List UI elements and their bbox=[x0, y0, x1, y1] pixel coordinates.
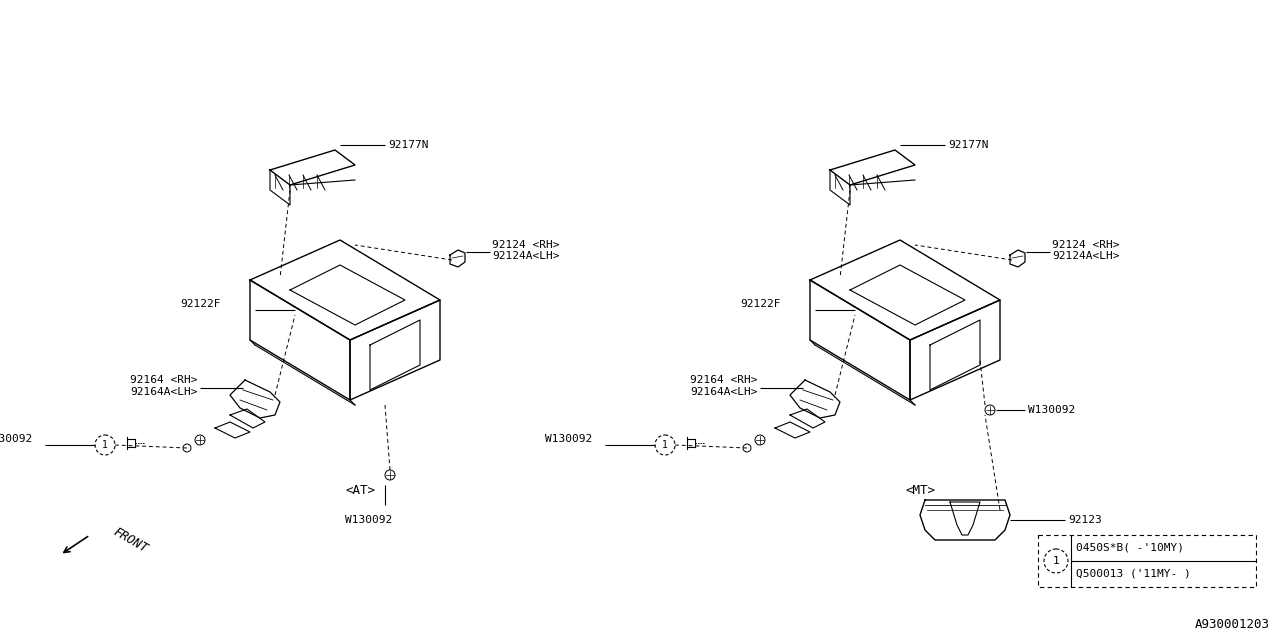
Text: 1: 1 bbox=[662, 440, 668, 450]
Text: 92122F: 92122F bbox=[740, 299, 781, 309]
Text: 1: 1 bbox=[102, 440, 108, 450]
Text: W130092: W130092 bbox=[346, 515, 392, 525]
Text: 92177N: 92177N bbox=[948, 140, 988, 150]
Text: 92124 <RH>: 92124 <RH> bbox=[492, 240, 559, 250]
Text: 0450S*B( -'10MY): 0450S*B( -'10MY) bbox=[1076, 543, 1184, 553]
Text: 92164 <RH>: 92164 <RH> bbox=[690, 375, 758, 385]
Text: 92164A<LH>: 92164A<LH> bbox=[690, 387, 758, 397]
Text: FRONT: FRONT bbox=[110, 525, 150, 555]
Text: Q500013 ('11MY- ): Q500013 ('11MY- ) bbox=[1076, 569, 1190, 579]
Text: 92124 <RH>: 92124 <RH> bbox=[1052, 240, 1120, 250]
Text: 92122F: 92122F bbox=[180, 299, 220, 309]
Text: 1: 1 bbox=[1052, 556, 1060, 566]
Text: W130092: W130092 bbox=[1028, 405, 1075, 415]
Text: <AT>: <AT> bbox=[346, 483, 375, 497]
Text: 92124A<LH>: 92124A<LH> bbox=[1052, 251, 1120, 261]
Bar bbox=[1038, 535, 1256, 587]
Text: W130092: W130092 bbox=[0, 434, 32, 444]
Text: W130092: W130092 bbox=[545, 434, 593, 444]
Text: 92123: 92123 bbox=[1068, 515, 1102, 525]
Text: <MT>: <MT> bbox=[905, 483, 934, 497]
Text: 92177N: 92177N bbox=[388, 140, 429, 150]
Text: 92164 <RH>: 92164 <RH> bbox=[131, 375, 197, 385]
Text: A930001203: A930001203 bbox=[1196, 618, 1270, 632]
Text: 92164A<LH>: 92164A<LH> bbox=[131, 387, 197, 397]
Text: 92124A<LH>: 92124A<LH> bbox=[492, 251, 559, 261]
